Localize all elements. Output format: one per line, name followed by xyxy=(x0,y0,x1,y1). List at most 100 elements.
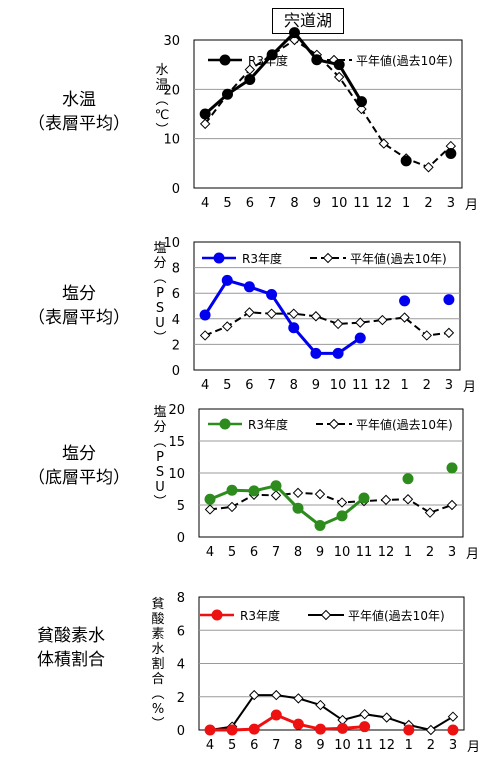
y-axis-label-char: ︵ xyxy=(153,435,166,450)
x-tick-label: 6 xyxy=(245,378,253,393)
x-tick-label: 9 xyxy=(316,545,324,560)
y-axis-label-char: 塩 xyxy=(153,241,166,256)
legend-marker xyxy=(213,252,225,264)
x-tick-label: 2 xyxy=(424,196,432,211)
y-tick-label: 5 xyxy=(177,499,185,514)
y-axis-label-char: % xyxy=(152,702,164,717)
data-point-r3 xyxy=(354,332,366,344)
data-point-r3 xyxy=(445,147,457,159)
y-axis-label-char: 温 xyxy=(155,78,168,93)
data-point-r3 xyxy=(358,492,370,504)
y-axis-label-char: ︵ xyxy=(155,93,168,108)
data-point-r3 xyxy=(289,27,300,39)
legend-marker xyxy=(328,418,340,430)
data-point-normal xyxy=(421,330,432,341)
legend-label: 平年値(過去10年) xyxy=(348,608,445,623)
series-line xyxy=(204,38,452,169)
x-tick-label: 5 xyxy=(228,738,236,753)
x-tick-label: 5 xyxy=(228,545,236,560)
data-point-r3 xyxy=(443,294,455,306)
data-point-normal xyxy=(288,308,299,319)
x-tick-label: 3 xyxy=(449,738,457,753)
data-point-r3 xyxy=(204,493,216,505)
panel-label-water-temp: 水温 （表層平均） xyxy=(4,88,154,136)
y-axis-label-char: 酸 xyxy=(151,612,164,627)
data-point-normal xyxy=(378,138,390,149)
y-tick-label: 0 xyxy=(177,724,185,739)
y-axis-label-char: 塩 xyxy=(153,405,166,420)
x-unit-label: 月 xyxy=(466,547,479,562)
x-tick-label: 8 xyxy=(290,196,298,211)
plot-area xyxy=(193,241,461,371)
data-point-normal xyxy=(356,103,367,115)
panel-label-line: 塩分 xyxy=(62,444,96,464)
data-point-normal xyxy=(266,308,277,319)
data-point-normal xyxy=(292,487,304,499)
x-tick-label: 8 xyxy=(290,378,298,393)
panel-label-bottom-salinity: 塩分 （底層平均） xyxy=(4,442,154,490)
y-tick-label: 20 xyxy=(163,83,180,98)
x-tick-label: 11 xyxy=(352,378,369,393)
y-tick-label: 6 xyxy=(172,287,180,302)
legend-marker xyxy=(219,418,231,430)
x-tick-label: 1 xyxy=(405,738,413,753)
y-tick-label: 4 xyxy=(177,658,185,673)
data-point-r3 xyxy=(337,722,349,734)
data-point-r3 xyxy=(266,49,278,61)
legend-marker xyxy=(320,609,332,621)
data-point-r3 xyxy=(399,295,411,307)
data-point-normal xyxy=(199,118,211,130)
data-point-normal xyxy=(399,312,410,323)
data-point-normal xyxy=(447,711,459,722)
y-tick-label: 2 xyxy=(177,691,185,706)
data-point-r3 xyxy=(226,484,238,496)
y-axis-label-char: P xyxy=(156,450,164,465)
y-axis-label-char: U xyxy=(155,316,165,331)
x-tick-label: 9 xyxy=(313,196,321,211)
x-tick-label: 4 xyxy=(201,196,209,211)
x-tick-label: 4 xyxy=(206,545,214,560)
y-axis-label-char: ︵ xyxy=(153,271,166,286)
y-tick-label: 0 xyxy=(177,531,185,546)
x-tick-label: 1 xyxy=(404,545,412,560)
x-tick-label: 11 xyxy=(353,196,370,211)
data-point-r3 xyxy=(204,724,216,736)
y-axis-label-char: ︵ xyxy=(151,687,164,702)
y-axis-label-char: ︶ xyxy=(153,495,166,510)
legend-label: 平年値(過去10年) xyxy=(356,417,453,432)
x-tick-label: 6 xyxy=(250,738,258,753)
data-point-normal xyxy=(270,490,282,501)
y-axis-label-char: P xyxy=(156,286,164,301)
data-point-r3 xyxy=(402,473,414,485)
data-point-r3 xyxy=(314,723,326,735)
data-point-r3 xyxy=(226,724,238,736)
y-axis-label-char: 分 xyxy=(153,420,166,435)
legend-marker xyxy=(211,609,223,621)
data-point-r3 xyxy=(288,322,300,334)
y-axis-label-char: ︶ xyxy=(155,123,168,138)
y-axis-label-char: 割 xyxy=(151,656,164,672)
panel-label-line: 体積割合 xyxy=(37,650,105,670)
data-point-normal xyxy=(332,318,344,330)
data-point-normal xyxy=(402,494,414,505)
x-tick-label: 8 xyxy=(294,738,302,753)
data-point-r3 xyxy=(199,309,211,321)
data-point-normal xyxy=(424,507,436,518)
x-tick-label: 12 xyxy=(378,738,395,753)
y-axis-label-char: 分 xyxy=(153,256,166,271)
data-point-r3 xyxy=(446,462,458,474)
y-axis-label-char: U xyxy=(155,480,165,495)
data-point-r3 xyxy=(314,519,326,531)
data-point-normal xyxy=(271,689,282,701)
x-tick-label: 11 xyxy=(356,738,373,753)
x-tick-label: 6 xyxy=(250,545,258,560)
data-point-normal xyxy=(333,71,345,83)
x-unit-label: 月 xyxy=(463,380,476,395)
legend-label: 平年値(過去10年) xyxy=(350,251,447,266)
data-point-normal xyxy=(425,724,437,736)
x-tick-label: 3 xyxy=(445,378,453,393)
y-tick-label: 10 xyxy=(168,467,185,482)
y-tick-label: 6 xyxy=(177,624,185,639)
data-point-normal xyxy=(226,501,238,513)
